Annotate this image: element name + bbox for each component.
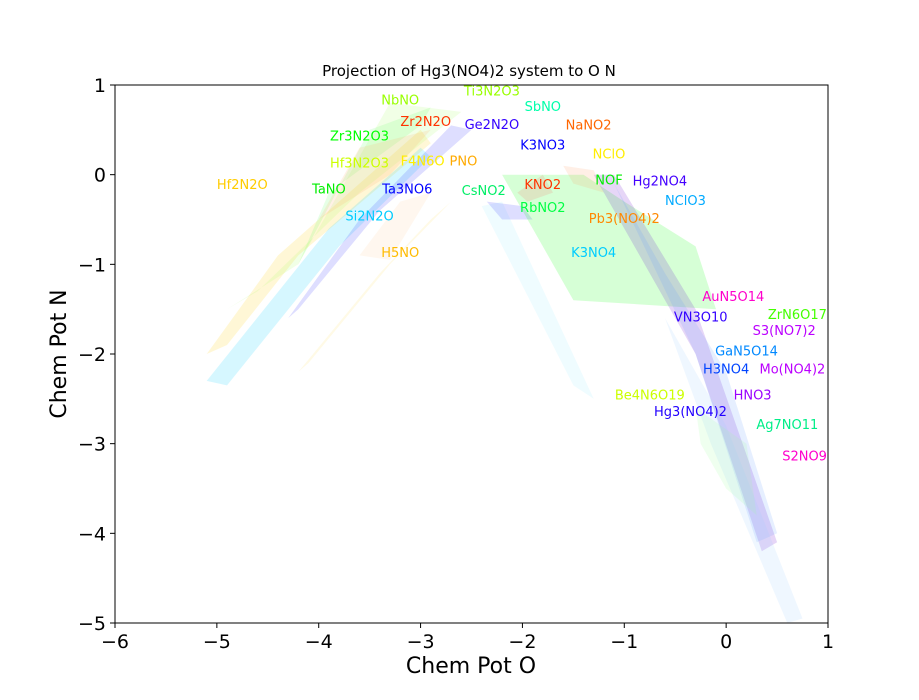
- region-label: Be4N6O19: [615, 389, 685, 404]
- region-label: KNO2: [524, 178, 561, 193]
- region-label: Ta3NO6: [381, 182, 432, 197]
- region-label: Si2N2O: [345, 209, 393, 224]
- region-label: Hg2NO4: [633, 174, 688, 189]
- y-tick-label: −3: [78, 434, 106, 456]
- stability-region-9: [486, 201, 533, 220]
- x-tick-label: −1: [610, 631, 638, 653]
- region-label: CsNO2: [462, 184, 506, 199]
- stability-region-1: [227, 102, 462, 310]
- x-tick-label: 1: [822, 631, 834, 653]
- stability-region-15: [665, 318, 803, 623]
- stability-region-14: [614, 183, 778, 543]
- chart-title: Projection of Hg3(NO4)2 system to O N: [322, 62, 616, 80]
- stability-region-0: [206, 129, 431, 354]
- stability-region-8: [481, 201, 594, 399]
- region-label: AuN5O14: [702, 290, 764, 305]
- y-axis-label: Chem Pot N: [47, 289, 72, 418]
- region-label: NOF: [595, 173, 622, 188]
- stability-region-3: [318, 129, 431, 220]
- stability-region-4: [206, 147, 431, 386]
- y-tick-label: 1: [94, 75, 106, 97]
- y-tick-label: −1: [78, 254, 106, 276]
- region-label: ZrN6O17: [768, 308, 827, 323]
- labels-layer: NbNO Ti3N2O3 SbNO Zr2N2O Ge2N2O NaNO2 Zr3N2O3 K…: [217, 85, 827, 465]
- regions-layer: [206, 102, 803, 623]
- stability-region-7: [359, 192, 431, 260]
- region-label: NClO: [593, 147, 626, 162]
- y-tick-label: −5: [78, 613, 106, 635]
- stability-region-6: [298, 201, 452, 372]
- stability-region-5: [288, 125, 472, 319]
- region-label: Hg3(NO4)2: [654, 405, 727, 420]
- region-label: VN3O10: [674, 311, 728, 326]
- x-tick-label: −5: [203, 631, 231, 653]
- region-label: NClO3: [665, 194, 706, 209]
- region-label: HNO3: [734, 389, 772, 404]
- region-label: Ge2N2O: [465, 118, 520, 133]
- region-label: S2NO9: [782, 450, 827, 465]
- region-label: RbNO2: [520, 201, 566, 216]
- x-tick-label: −3: [407, 631, 435, 653]
- y-axis-ticks: 1 0 −1 −2 −3 −4 −5: [78, 75, 115, 635]
- x-axis-ticks: −6 −5 −4 −3 −2 −1 0 1: [101, 623, 834, 653]
- x-tick-label: −2: [508, 631, 536, 653]
- region-label: K3NO3: [520, 139, 565, 154]
- y-tick-label: −2: [78, 344, 106, 366]
- region-label: NaNO2: [566, 119, 612, 134]
- stability-region-11: [517, 174, 553, 202]
- region-label: Hf3N2O3: [330, 156, 389, 171]
- region-label: PNO: [450, 155, 478, 170]
- region-label: SbNO: [525, 100, 561, 115]
- region-label: H3NO4: [703, 363, 749, 378]
- region-label: TaNO: [311, 182, 346, 197]
- y-tick-label: 0: [94, 165, 106, 187]
- stability-region-12: [563, 165, 604, 193]
- x-tick-label: 0: [720, 631, 732, 653]
- region-label: GaN5O14: [715, 345, 778, 360]
- y-tick-label: −4: [78, 523, 106, 545]
- stability-region-16: [695, 407, 757, 516]
- region-label: H5NO: [381, 246, 419, 261]
- region-label: Ti3N2O3: [463, 85, 520, 100]
- region-label: Hf2N2O: [217, 178, 268, 193]
- region-label: K3NO4: [571, 246, 616, 261]
- region-label: Mo(NO4)2: [759, 363, 825, 378]
- region-label: Pb3(NO4)2: [589, 212, 660, 227]
- region-label: Zr3N2O3: [330, 130, 389, 145]
- region-label: Zr2N2O: [400, 115, 451, 130]
- stability-region-10: [502, 174, 716, 310]
- region-label: Ag7NO11: [756, 418, 818, 433]
- x-axis-label: Chem Pot O: [406, 654, 536, 679]
- region-label: S3(NO7)2: [753, 324, 816, 339]
- x-tick-label: −4: [305, 631, 333, 653]
- x-tick-label: −6: [101, 631, 129, 653]
- stability-region-13: [593, 174, 778, 552]
- region-label: NbNO: [381, 94, 419, 109]
- stability-region-2: [298, 107, 431, 265]
- region-label: F4N6O: [401, 155, 445, 170]
